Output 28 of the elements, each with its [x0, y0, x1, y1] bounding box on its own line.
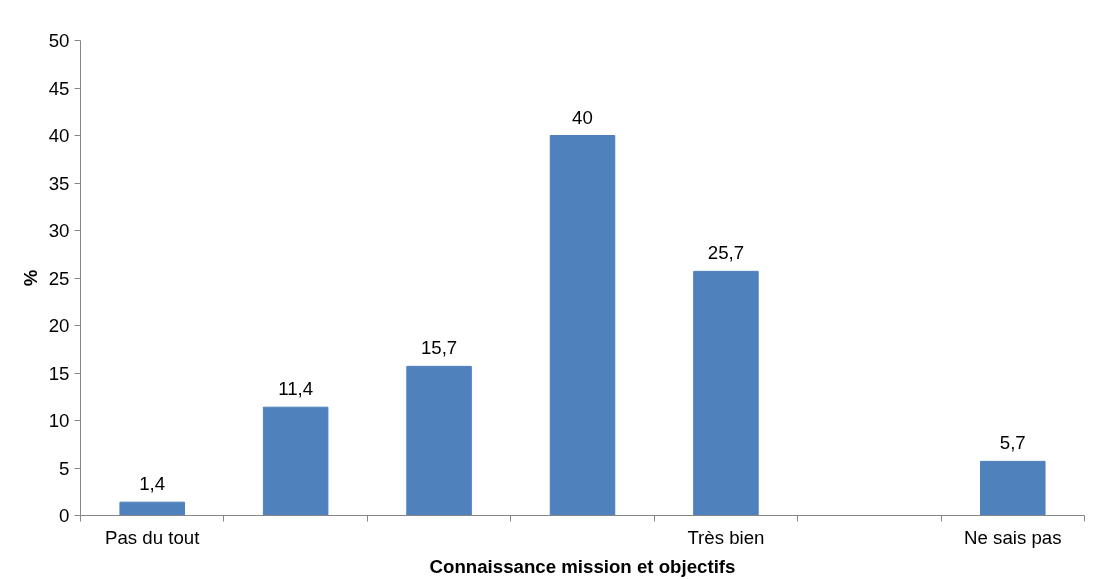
- y-tick-label: 25: [48, 267, 70, 289]
- y-axis-title: %: [19, 269, 41, 287]
- data-label: 11,4: [278, 378, 314, 400]
- data-label: 5,7: [999, 432, 1026, 454]
- y-tick-label: 30: [48, 220, 70, 241]
- x-axis-title: Connaissance mission et objectifs: [429, 555, 736, 577]
- data-label: 25,7: [707, 242, 745, 264]
- y-tick-label: 45: [48, 77, 70, 99]
- bar: [262, 406, 329, 516]
- x-tick-label: Pas du tout: [105, 526, 201, 548]
- y-tick-label: 15: [48, 362, 70, 384]
- y-tick-label: 5: [59, 457, 70, 479]
- data-label: 15,7: [420, 337, 458, 359]
- data-label: 40: [572, 106, 593, 128]
- bar: [980, 460, 1046, 516]
- data-label: 1,4: [139, 473, 166, 495]
- y-tick-label: 35: [48, 172, 70, 194]
- y-tick-label: 20: [48, 315, 70, 336]
- bar: [406, 365, 472, 516]
- x-tick-label: Ne sais pas: [964, 526, 1062, 548]
- y-tick-label: 0: [59, 505, 70, 526]
- bar: [119, 501, 185, 516]
- bar: [549, 135, 616, 516]
- y-tick-label: 40: [48, 125, 70, 146]
- y-tick-label: 10: [48, 410, 70, 431]
- bar: [693, 270, 759, 516]
- x-tick-label: Très bien: [687, 526, 765, 548]
- y-tick-label: 50: [48, 30, 70, 51]
